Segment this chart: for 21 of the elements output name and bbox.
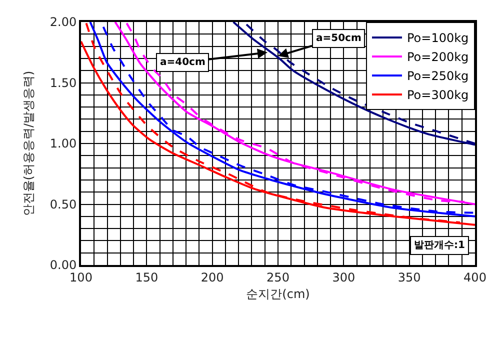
x-tick-label: 400 [464, 270, 486, 284]
x-tick-label: 200 [200, 270, 224, 284]
x-tick-label: 300 [332, 270, 356, 284]
y-axis-title: 안전율(허용응력/발생응력) [22, 70, 36, 216]
x-axis-title: 순지간(cm) [246, 286, 310, 301]
y-tick-label: 0.50 [50, 197, 77, 212]
y-tick-label: 2.00 [50, 15, 77, 30]
legend-label: Po=300kg [407, 88, 469, 102]
x-tick-label: 250 [266, 270, 290, 284]
annotation: a=50cm [316, 33, 362, 44]
annotation: a=40cm [160, 57, 206, 68]
y-tick-label: 1.50 [50, 76, 77, 90]
x-tick-label: 350 [398, 270, 421, 284]
y-tick-label: 1.00 [50, 136, 77, 151]
legend-label: Po=250kg [407, 69, 469, 84]
annotation: 발판개수:1 [414, 240, 465, 251]
x-tick-label: 100 [70, 270, 92, 284]
legend-label: Po=200kg [407, 50, 469, 64]
y-tick-label: 0.00 [50, 258, 77, 272]
legend-label: Po=100kg [407, 31, 469, 46]
x-tick-label: 150 [135, 270, 158, 284]
